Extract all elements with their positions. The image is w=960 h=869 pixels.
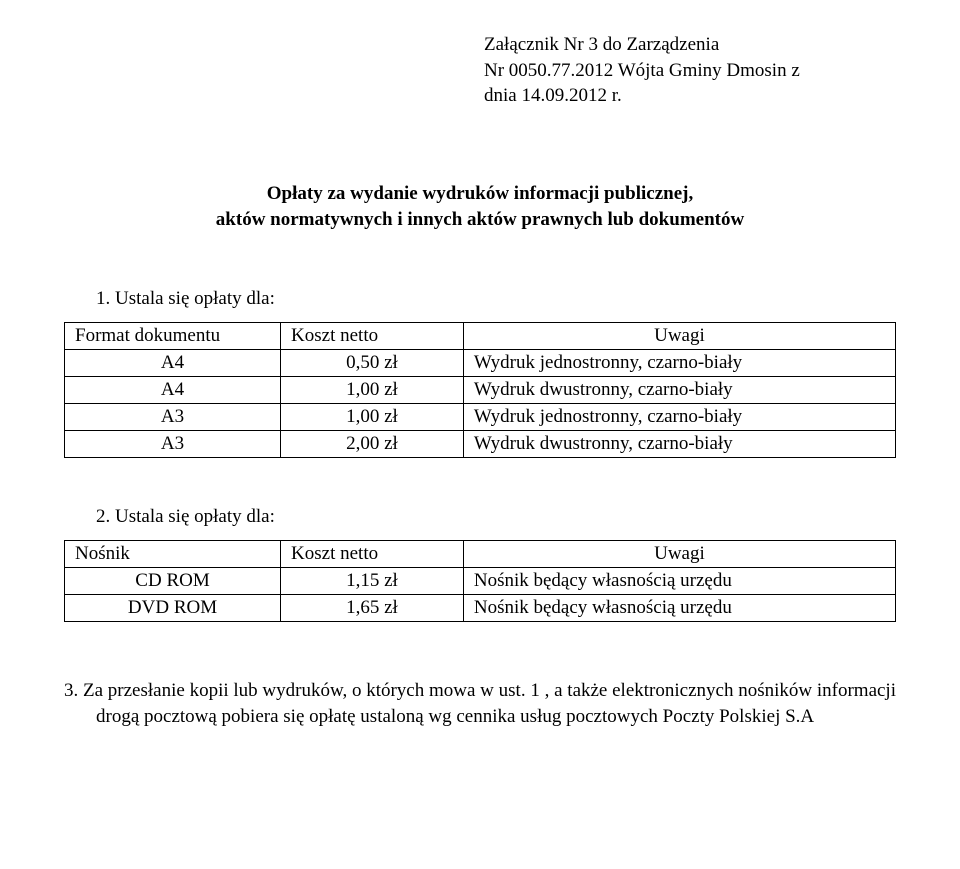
table-row: A4 1,00 zł Wydruk dwustronny, czarno-bia… — [65, 377, 896, 404]
cell-notes: Wydruk dwustronny, czarno-biały — [463, 377, 895, 404]
attachment-line-2: Nr 0050.77.2012 Wójta Gminy Dmosin z — [484, 58, 896, 84]
cell-format: A3 — [65, 404, 281, 431]
attachment-reference: Załącznik Nr 3 do Zarządzenia Nr 0050.77… — [484, 32, 896, 109]
table-row: A3 2,00 zł Wydruk dwustronny, czarno-bia… — [65, 431, 896, 458]
col-header-format: Format dokumentu — [65, 323, 281, 350]
table-row: A3 1,00 zł Wydruk jednostronny, czarno-b… — [65, 404, 896, 431]
cell-medium: CD ROM — [65, 568, 281, 595]
cell-cost: 1,00 zł — [281, 404, 464, 431]
attachment-line-3: dnia 14.09.2012 r. — [484, 83, 896, 109]
cell-format: A4 — [65, 350, 281, 377]
attachment-line-1: Załącznik Nr 3 do Zarządzenia — [484, 32, 896, 58]
document-title: Opłaty za wydanie wydruków informacji pu… — [64, 181, 896, 232]
cell-cost: 2,00 zł — [281, 431, 464, 458]
cell-notes: Wydruk jednostronny, czarno-biały — [463, 404, 895, 431]
col-header-medium: Nośnik — [65, 541, 281, 568]
table-row: DVD ROM 1,65 zł Nośnik będący własnością… — [65, 595, 896, 622]
cell-medium: DVD ROM — [65, 595, 281, 622]
cell-cost: 0,50 zł — [281, 350, 464, 377]
fees-table-documents: Format dokumentu Koszt netto Uwagi A4 0,… — [64, 322, 896, 458]
cell-notes: Nośnik będący własnością urzędu — [463, 595, 895, 622]
col-header-notes: Uwagi — [463, 541, 895, 568]
fees-table-media: Nośnik Koszt netto Uwagi CD ROM 1,15 zł … — [64, 540, 896, 622]
table-header-row: Nośnik Koszt netto Uwagi — [65, 541, 896, 568]
col-header-cost: Koszt netto — [281, 323, 464, 350]
title-line-1: Opłaty za wydanie wydruków informacji pu… — [64, 181, 896, 207]
cell-cost: 1,15 zł — [281, 568, 464, 595]
table-header-row: Format dokumentu Koszt netto Uwagi — [65, 323, 896, 350]
col-header-cost: Koszt netto — [281, 541, 464, 568]
cell-cost: 1,00 zł — [281, 377, 464, 404]
table-row: CD ROM 1,15 zł Nośnik będący własnością … — [65, 568, 896, 595]
section-3-paragraph: 3. Za przesłanie kopii lub wydruków, o k… — [96, 678, 896, 729]
cell-format: A4 — [65, 377, 281, 404]
cell-notes: Wydruk jednostronny, czarno-biały — [463, 350, 895, 377]
col-header-notes: Uwagi — [463, 323, 895, 350]
section-3-text: 3. Za przesłanie kopii lub wydruków, o k… — [64, 680, 896, 727]
title-line-2: aktów normatywnych i innych aktów prawny… — [64, 207, 896, 233]
table-row: A4 0,50 zł Wydruk jednostronny, czarno-b… — [65, 350, 896, 377]
cell-format: A3 — [65, 431, 281, 458]
cell-cost: 1,65 zł — [281, 595, 464, 622]
cell-notes: Nośnik będący własnością urzędu — [463, 568, 895, 595]
section-1-heading: 1. Ustala się opłaty dla: — [96, 288, 896, 310]
section-2-heading: 2. Ustala się opłaty dla: — [96, 506, 896, 528]
cell-notes: Wydruk dwustronny, czarno-biały — [463, 431, 895, 458]
